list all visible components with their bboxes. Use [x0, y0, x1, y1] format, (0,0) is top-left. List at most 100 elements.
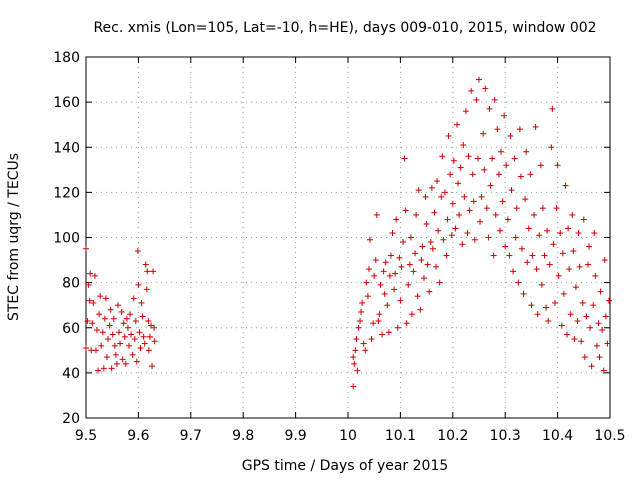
data-point [466, 207, 473, 214]
data-point [379, 331, 386, 338]
y-tick-label: 60 [62, 321, 80, 337]
data-point [392, 270, 399, 277]
data-point [376, 311, 383, 318]
data-point [444, 216, 451, 223]
data-point [423, 220, 430, 227]
data-point [149, 363, 156, 370]
data-point [495, 171, 502, 178]
data-point [560, 290, 567, 297]
data-point [590, 302, 597, 309]
data-point [367, 236, 374, 243]
data-point [529, 252, 536, 259]
data-point [555, 272, 562, 279]
data-point [481, 166, 488, 173]
data-point [471, 236, 478, 243]
data-point [139, 313, 146, 320]
data-point [536, 232, 543, 239]
data-point [512, 234, 519, 241]
data-point [522, 196, 529, 203]
data-point [429, 245, 436, 252]
data-point [572, 284, 579, 291]
data-point [543, 304, 550, 311]
data-point [94, 327, 101, 334]
data-point [587, 324, 594, 331]
x-tick-label: 9.8 [232, 428, 254, 444]
data-point [133, 358, 140, 365]
data-point [406, 261, 413, 268]
data-point [413, 211, 420, 218]
y-tick-label: 160 [53, 95, 80, 111]
data-point [116, 329, 123, 336]
data-point [97, 293, 104, 300]
data-point [351, 360, 358, 367]
data-point [401, 155, 408, 162]
data-point [539, 205, 546, 212]
data-point [398, 263, 405, 270]
data-point [135, 281, 142, 288]
data-point [386, 272, 393, 279]
data-point [448, 232, 455, 239]
data-point [600, 367, 607, 374]
data-point [424, 261, 431, 268]
y-tick-label: 40 [62, 366, 80, 382]
data-point [575, 229, 582, 236]
data-point [85, 281, 92, 288]
data-point [357, 317, 364, 324]
data-point [498, 148, 505, 155]
data-point [452, 225, 459, 232]
data-point [447, 171, 454, 178]
data-point [431, 209, 438, 216]
data-point [127, 311, 134, 318]
data-point [146, 333, 153, 340]
data-point [553, 205, 560, 212]
data-point [460, 141, 467, 148]
x-tick-label: 10 [339, 428, 357, 444]
x-tick-label: 10.4 [542, 428, 573, 444]
data-point [579, 299, 586, 306]
data-point [143, 286, 150, 293]
x-tick-label: 10.1 [385, 428, 416, 444]
data-point [491, 96, 498, 103]
data-point [570, 248, 577, 255]
data-point [362, 347, 369, 354]
data-point [124, 324, 131, 331]
data-point [90, 299, 97, 306]
data-point [142, 261, 149, 268]
y-tick-label: 180 [53, 50, 80, 66]
data-point [523, 148, 530, 155]
data-point [87, 270, 94, 277]
data-point [464, 229, 471, 236]
data-point [412, 250, 419, 257]
data-point [358, 308, 365, 315]
data-point [368, 336, 375, 343]
x-axis-label: GPS time / Days of year 2015 [242, 458, 449, 474]
data-point [405, 281, 412, 288]
data-point [117, 340, 124, 347]
data-point [394, 324, 401, 331]
data-point [541, 252, 548, 259]
data-point [123, 315, 130, 322]
x-tick-label: 9.5 [75, 428, 97, 444]
data-point [100, 365, 107, 372]
data-point [566, 266, 573, 273]
data-point [91, 272, 98, 279]
data-point [375, 317, 382, 324]
data-point [487, 182, 494, 189]
data-point [546, 261, 553, 268]
data-point [83, 345, 89, 352]
data-point [584, 261, 591, 268]
data-point [580, 216, 587, 223]
data-point [557, 229, 564, 236]
data-point [490, 252, 497, 259]
data-point [478, 193, 485, 200]
data-point [503, 162, 510, 169]
data-point [554, 162, 561, 169]
data-point [108, 365, 115, 372]
data-point [532, 123, 539, 130]
y-tick-label: 120 [53, 185, 80, 201]
data-point [418, 257, 425, 264]
data-point [465, 153, 472, 160]
data-point [564, 331, 571, 338]
data-point [515, 279, 522, 286]
